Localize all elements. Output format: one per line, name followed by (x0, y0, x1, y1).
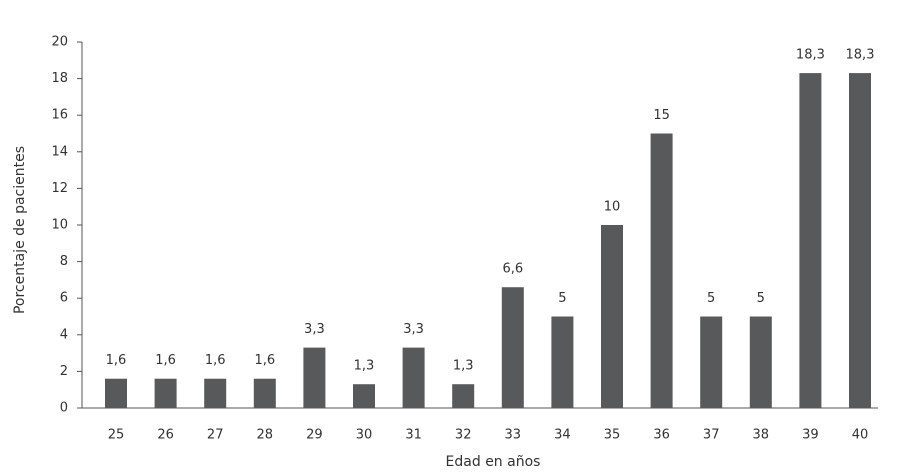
value-label: 1,3 (453, 359, 474, 374)
bar (650, 133, 673, 408)
value-label: 10 (604, 200, 621, 215)
x-tick-label: 36 (653, 428, 670, 443)
y-tick-label: 2 (60, 364, 68, 379)
value-label: 1,6 (155, 353, 176, 368)
x-tick-label: 27 (207, 428, 224, 443)
bar (849, 73, 871, 409)
x-tick-label: 37 (703, 428, 720, 443)
x-tick-label: 26 (157, 428, 174, 443)
bar (303, 347, 326, 408)
bar (204, 378, 227, 408)
y-tick-label: 10 (51, 218, 68, 233)
bar (402, 347, 425, 408)
y-tick-label: 18 (51, 71, 68, 86)
y-axis-title: Porcentaje de pacientes (12, 146, 28, 314)
bar (551, 316, 574, 408)
y-tick-label: 16 (51, 108, 68, 123)
bar (253, 378, 276, 408)
bar (452, 384, 475, 408)
y-tick-label: 14 (51, 144, 68, 159)
value-label: 15 (653, 108, 670, 123)
bar (105, 378, 127, 408)
x-tick-label: 33 (505, 428, 522, 443)
y-tick-label: 20 (51, 35, 68, 50)
bar (501, 287, 524, 408)
x-tick-label: 31 (405, 428, 422, 443)
value-label: 3,3 (304, 322, 325, 337)
x-tick-label: 28 (257, 428, 274, 443)
x-tick-label: 29 (306, 428, 323, 443)
value-label: 5 (707, 291, 715, 306)
bar (749, 316, 772, 408)
value-label: 6,6 (502, 262, 523, 277)
bar (601, 225, 623, 408)
x-tick-label: 38 (753, 428, 770, 443)
y-tick-label: 4 (60, 327, 68, 342)
y-tick-label: 0 (60, 401, 68, 416)
bar (799, 73, 822, 409)
value-label: 1,6 (254, 353, 275, 368)
x-tick-label: 39 (802, 428, 819, 443)
x-tick-label: 35 (604, 428, 621, 443)
x-tick-label: 32 (455, 428, 472, 443)
x-tick-label: 25 (108, 428, 125, 443)
value-label: 1,6 (106, 353, 127, 368)
value-label: 1,3 (354, 359, 375, 374)
x-tick-label: 40 (852, 428, 869, 443)
x-tick-label: 30 (356, 428, 373, 443)
bar (154, 378, 177, 408)
y-tick-label: 8 (60, 254, 68, 269)
bar (353, 384, 375, 408)
value-label: 1,6 (205, 353, 226, 368)
value-label: 3,3 (403, 322, 424, 337)
x-axis-title: Edad en años (446, 454, 541, 470)
value-label: 5 (757, 291, 765, 306)
y-tick-label: 6 (60, 291, 68, 306)
value-label: 5 (558, 291, 566, 306)
y-tick-label: 12 (51, 181, 68, 196)
value-label: 18,3 (796, 48, 825, 63)
bar (700, 316, 723, 408)
x-tick-label: 34 (554, 428, 571, 443)
value-label: 18,3 (846, 48, 875, 63)
